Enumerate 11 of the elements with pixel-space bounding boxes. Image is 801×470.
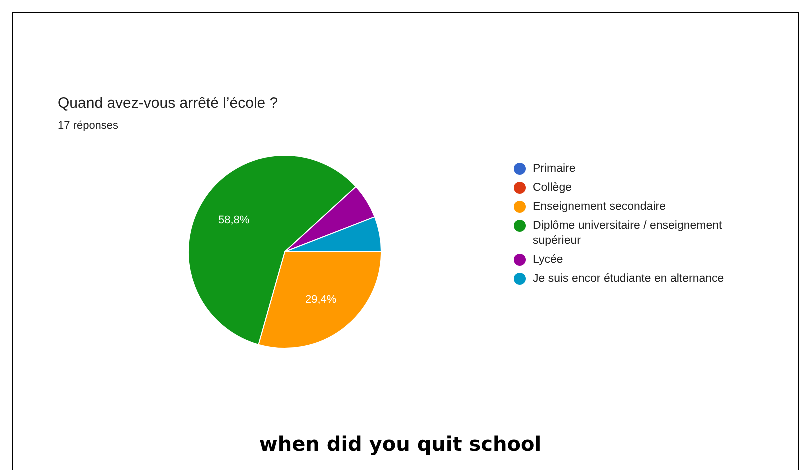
legend-label: Lycée [533, 253, 564, 268]
legend-label: Collège [533, 181, 572, 196]
data-label: 58,8% [218, 214, 250, 227]
text: 17 réponses [58, 120, 119, 132]
legend-label: Enseignement secondaire [533, 200, 666, 215]
legend-label: Primaire [533, 162, 576, 177]
text: when did you quit school [258, 432, 543, 456]
data-label: 29,4% [305, 294, 337, 306]
chart-title: Quand avez-vous arrêté l’école ? [58, 95, 278, 112]
legend-label: Je suis encor étudiante en alternance [533, 272, 724, 287]
legend-label: Diplôme universitaire / enseignement supérieur [533, 219, 724, 249]
